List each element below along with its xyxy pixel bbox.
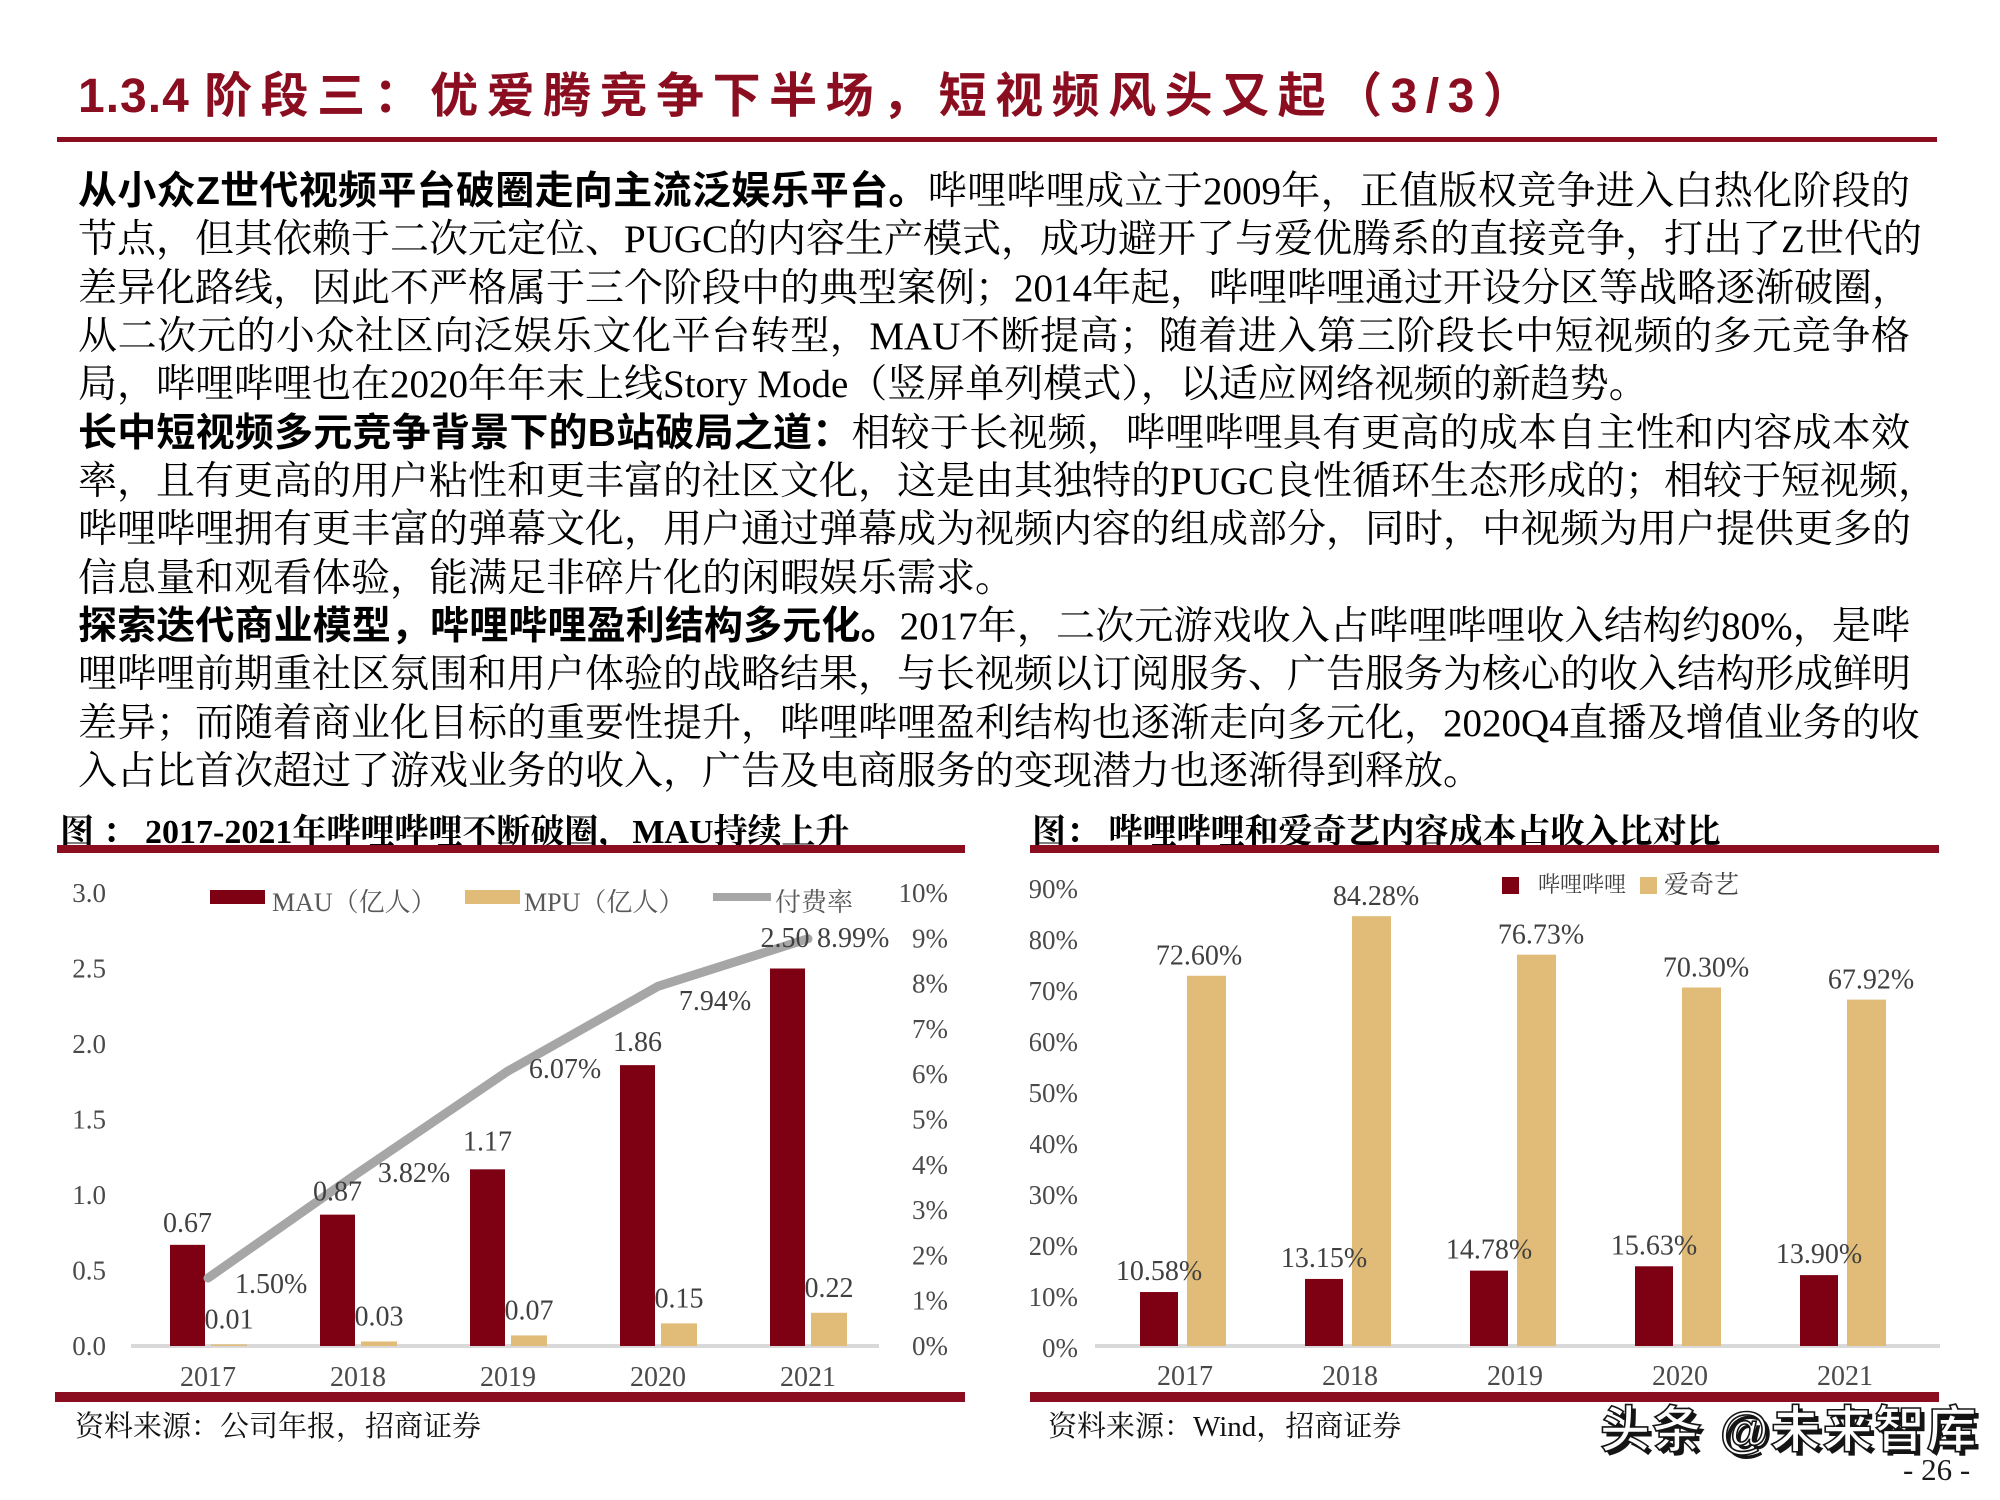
svg-text:2.50: 2.50 <box>761 923 810 954</box>
svg-text:0.87: 0.87 <box>313 1177 362 1208</box>
svg-text:72.60%: 72.60% <box>1156 941 1242 972</box>
svg-text:50%: 50% <box>1030 1078 1078 1108</box>
svg-text:13.90%: 13.90% <box>1776 1239 1862 1270</box>
svg-text:90%: 90% <box>1030 874 1078 904</box>
svg-text:1.5: 1.5 <box>72 1105 106 1135</box>
svg-text:0.67: 0.67 <box>163 1208 212 1239</box>
svg-text:1.17: 1.17 <box>463 1126 512 1157</box>
svg-text:4%: 4% <box>912 1150 948 1180</box>
svg-text:2021: 2021 <box>780 1362 836 1392</box>
svg-text:7%: 7% <box>912 1014 948 1044</box>
svg-text:0.01: 0.01 <box>205 1304 254 1335</box>
svg-text:5%: 5% <box>912 1105 948 1135</box>
svg-text:80%: 80% <box>1030 925 1078 955</box>
svg-text:6.07%: 6.07% <box>529 1054 601 1085</box>
svg-text:MAU（亿人）: MAU（亿人） <box>272 888 437 917</box>
svg-text:76.73%: 76.73% <box>1498 920 1584 951</box>
svg-text:1%: 1% <box>912 1286 948 1316</box>
svg-text:14.78%: 14.78% <box>1446 1235 1532 1266</box>
svg-text:MPU（亿人）: MPU（亿人） <box>524 888 684 917</box>
svg-text:1.86: 1.86 <box>613 1027 662 1058</box>
svg-text:0%: 0% <box>1042 1333 1078 1363</box>
svg-text:20%: 20% <box>1030 1231 1078 1261</box>
svg-text:84.28%: 84.28% <box>1333 881 1419 912</box>
svg-text:付费率: 付费率 <box>775 888 853 917</box>
svg-text:0.0: 0.0 <box>72 1331 106 1361</box>
svg-text:1.0: 1.0 <box>72 1180 106 1210</box>
svg-text:1.50%: 1.50% <box>235 1269 307 1300</box>
svg-text:2020: 2020 <box>1652 1361 1708 1392</box>
svg-text:10.58%: 10.58% <box>1116 1256 1202 1287</box>
svg-text:2018: 2018 <box>1322 1361 1378 1392</box>
svg-text:15.63%: 15.63% <box>1611 1230 1697 1261</box>
svg-text:8.99%: 8.99% <box>817 923 889 954</box>
svg-text:13.15%: 13.15% <box>1281 1243 1367 1274</box>
svg-text:2017: 2017 <box>180 1362 236 1392</box>
svg-text:哔哩哔哩: 哔哩哔哩 <box>1538 872 1626 897</box>
svg-text:7.94%: 7.94% <box>679 986 751 1017</box>
svg-text:10%: 10% <box>899 878 949 908</box>
svg-text:70.30%: 70.30% <box>1663 952 1749 983</box>
svg-text:0.15: 0.15 <box>655 1283 704 1314</box>
svg-text:0%: 0% <box>912 1331 948 1361</box>
svg-text:70%: 70% <box>1030 976 1078 1006</box>
svg-text:2.5: 2.5 <box>72 954 106 984</box>
svg-text:2%: 2% <box>912 1240 948 1270</box>
svg-text:60%: 60% <box>1030 1027 1078 1057</box>
svg-text:0.22: 0.22 <box>805 1273 854 1304</box>
svg-text:爱奇艺: 爱奇艺 <box>1664 871 1739 899</box>
svg-text:3%: 3% <box>912 1195 948 1225</box>
svg-text:2018: 2018 <box>330 1362 386 1392</box>
svg-text:40%: 40% <box>1030 1129 1078 1159</box>
svg-text:2017: 2017 <box>1157 1361 1213 1392</box>
svg-text:30%: 30% <box>1030 1180 1078 1210</box>
svg-text:2019: 2019 <box>1487 1361 1543 1392</box>
svg-text:0.03: 0.03 <box>355 1301 404 1332</box>
svg-text:3.82%: 3.82% <box>378 1158 450 1189</box>
svg-text:9%: 9% <box>912 923 948 953</box>
svg-text:3.0: 3.0 <box>72 878 106 908</box>
svg-text:2020: 2020 <box>630 1362 686 1392</box>
svg-text:2019: 2019 <box>480 1362 536 1392</box>
svg-text:67.92%: 67.92% <box>1828 965 1914 996</box>
svg-text:2.0: 2.0 <box>72 1029 106 1059</box>
svg-text:0.07: 0.07 <box>505 1295 554 1326</box>
svg-text:6%: 6% <box>912 1059 948 1089</box>
svg-text:0.5: 0.5 <box>72 1256 106 1286</box>
svg-text:8%: 8% <box>912 969 948 999</box>
svg-text:10%: 10% <box>1030 1282 1078 1312</box>
svg-text:2021: 2021 <box>1817 1361 1873 1392</box>
